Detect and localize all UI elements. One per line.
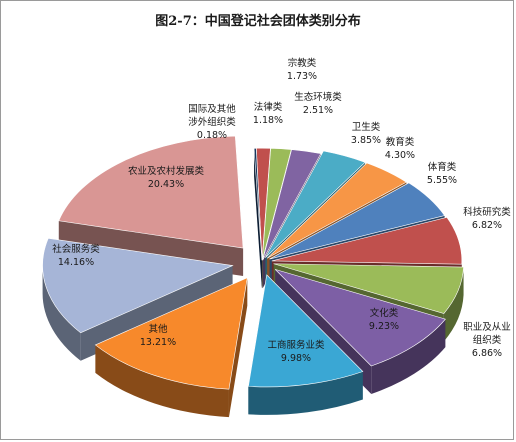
slice-9-name: 文化类 (370, 307, 399, 319)
slice-0-group (253, 147, 263, 289)
slice-12-value: 14.16% (58, 257, 94, 268)
slice-8-name: 组织类 (473, 334, 502, 346)
slice-10-value: 9.98% (281, 353, 311, 364)
chart-title: 图2-7：中国登记社会团体类别分布 (155, 14, 361, 29)
slice-1-label: 法律类 1.18% (253, 101, 283, 126)
slice-4-label: 卫生类 3.85% (351, 121, 381, 146)
slice-11-name: 其他 (148, 323, 168, 335)
slice-11-rim (95, 344, 229, 418)
slice-0-label: 国际及其他涉外组织类 0.18% (188, 103, 236, 141)
pie-slices (42, 135, 464, 418)
slice-13-value: 20.43% (148, 179, 184, 190)
slice-0-name: 涉外组织类 (188, 116, 236, 128)
slice-1-value: 1.18% (253, 115, 283, 126)
slice-9-value: 9.23% (369, 321, 399, 332)
slice-8-name: 职业及从业 (463, 322, 511, 333)
slice-6-value: 5.55% (427, 175, 457, 186)
slice-11-group (94, 277, 248, 418)
slice-9-rim (371, 319, 446, 394)
slice-12-name: 社会服务类 (52, 243, 100, 255)
slice-4-value: 3.85% (351, 135, 381, 146)
slice-10-top (248, 274, 364, 388)
slice-10-rim (248, 371, 363, 415)
slice-5-top (266, 162, 407, 259)
slice-12-top (42, 237, 234, 334)
slice-10-name: 工商服务业类 (267, 339, 325, 351)
slice-0-value: 0.18% (197, 130, 227, 141)
slice-4-name: 卫生类 (352, 121, 381, 133)
slice-9-label: 文化类 9.23% (369, 307, 399, 332)
slice-11-top (94, 277, 248, 390)
slice-11-label: 其他 13.21% (140, 323, 176, 348)
slice-5-label: 教育类 4.30% (385, 136, 415, 161)
slice-13-label: 农业及农村发展类 20.43% (128, 165, 205, 190)
slice-0-top (253, 147, 263, 261)
slice-2-top (261, 148, 292, 261)
slice-0-name: 国际及其他 (188, 103, 236, 115)
slice-7-value: 6.82% (472, 220, 502, 231)
slice-13-top (58, 135, 244, 249)
slice-5-name: 教育类 (386, 136, 415, 148)
slice-1-name: 法律类 (254, 101, 283, 113)
slice-8-rim (443, 267, 464, 342)
slice-3-value: 2.51% (303, 105, 333, 116)
slice-10-label: 工商服务业类 9.98% (267, 339, 325, 364)
slice-3-label: 生态环境类 2.51% (294, 91, 342, 116)
slice-4-top (265, 150, 366, 258)
slice-10-group (248, 274, 364, 415)
slice-5-value: 4.30% (385, 150, 415, 161)
slice-2-label: 宗教类 1.73% (287, 57, 317, 82)
slice-0-wall-start (254, 148, 262, 289)
slice-11-wall-start (228, 277, 248, 418)
slice-2-name: 宗教类 (288, 57, 317, 69)
slice-6-label: 体育类 5.55% (427, 161, 457, 186)
slice-13-name: 农业及农村发展类 (128, 165, 205, 177)
slice-12-label: 社会服务类 14.16% (52, 243, 100, 268)
slice-7-name: 科技研究类 (463, 206, 511, 218)
slice-7-label: 科技研究类 6.82% (463, 206, 511, 231)
slice-8-value: 6.86% (472, 348, 502, 359)
slice-11-value: 13.21% (140, 337, 176, 348)
slice-8-label: 职业及从业组织类 6.86% (463, 322, 511, 359)
slice-7-top (271, 217, 463, 265)
slice-labels: 国际及其他涉外组织类 0.18% 法律类 1.18% 宗教类 1.73% 生态环境类 2.51… (52, 57, 511, 364)
slice-6-top (269, 182, 446, 260)
slice-12-rim (42, 265, 81, 361)
slice-2-value: 1.73% (287, 71, 317, 82)
slice-8-top (273, 263, 464, 314)
slice-3-top (262, 149, 322, 261)
slice-6-name: 体育类 (428, 161, 457, 173)
slice-9-top (274, 269, 446, 367)
slice-3-name: 生态环境类 (294, 91, 342, 103)
